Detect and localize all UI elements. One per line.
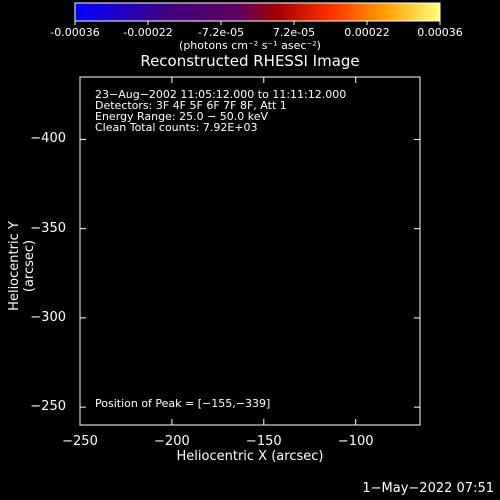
x-tick-label: −250 <box>62 434 98 449</box>
y-tick-label: −400 <box>30 131 66 147</box>
annotation-counts: Clean Total counts: 7.92E+03 <box>95 121 258 134</box>
colorbar-tick-label: -7.2e-05 <box>197 26 245 39</box>
x-tick-label: −200 <box>154 434 190 449</box>
colorbar-unit-label: (photons cm⁻² s⁻¹ asec⁻²) <box>179 39 321 52</box>
y-axis-label: Heliocentric Y (arcsec) <box>7 221 37 311</box>
y-tick-label: −300 <box>30 309 66 325</box>
colorbar <box>74 2 441 22</box>
colorbar-tick-label: -0.00036 <box>50 26 100 39</box>
axis-ticks <box>79 77 420 425</box>
y-tick-label: −350 <box>30 220 66 236</box>
timestamp: 1−May−2022 07:51 <box>362 481 494 496</box>
x-tick-label: −100 <box>337 434 374 449</box>
colorbar-tick-label: -0.00022 <box>123 26 173 39</box>
annotation-time: 23−Aug−2002 11:05:12.000 to 11:11:12.000 <box>95 88 347 101</box>
annotation-energy: Energy Range: 25.0 − 50.0 keV <box>95 110 269 123</box>
x-tick-label: −150 <box>245 434 282 449</box>
colorbar-tick-label: 7.2e-05 <box>272 26 316 39</box>
colorbar-tick-label: 0.00022 <box>344 26 390 39</box>
x-axis-label: Heliocentric X (arcsec) <box>176 449 324 464</box>
annotation-detectors: Detectors: 3F 4F 5F 6F 7F 8F, Att 1 <box>95 99 287 112</box>
y-tick-label: −250 <box>30 399 66 415</box>
chart-title: Reconstructed RHESSI Image <box>140 52 360 70</box>
plot-frame <box>79 76 421 426</box>
colorbar-tick-label: 0.00036 <box>417 26 463 39</box>
colorbar-ticks <box>74 21 441 25</box>
peak-position-label: Position of Peak = [−155,−339] <box>95 397 271 410</box>
